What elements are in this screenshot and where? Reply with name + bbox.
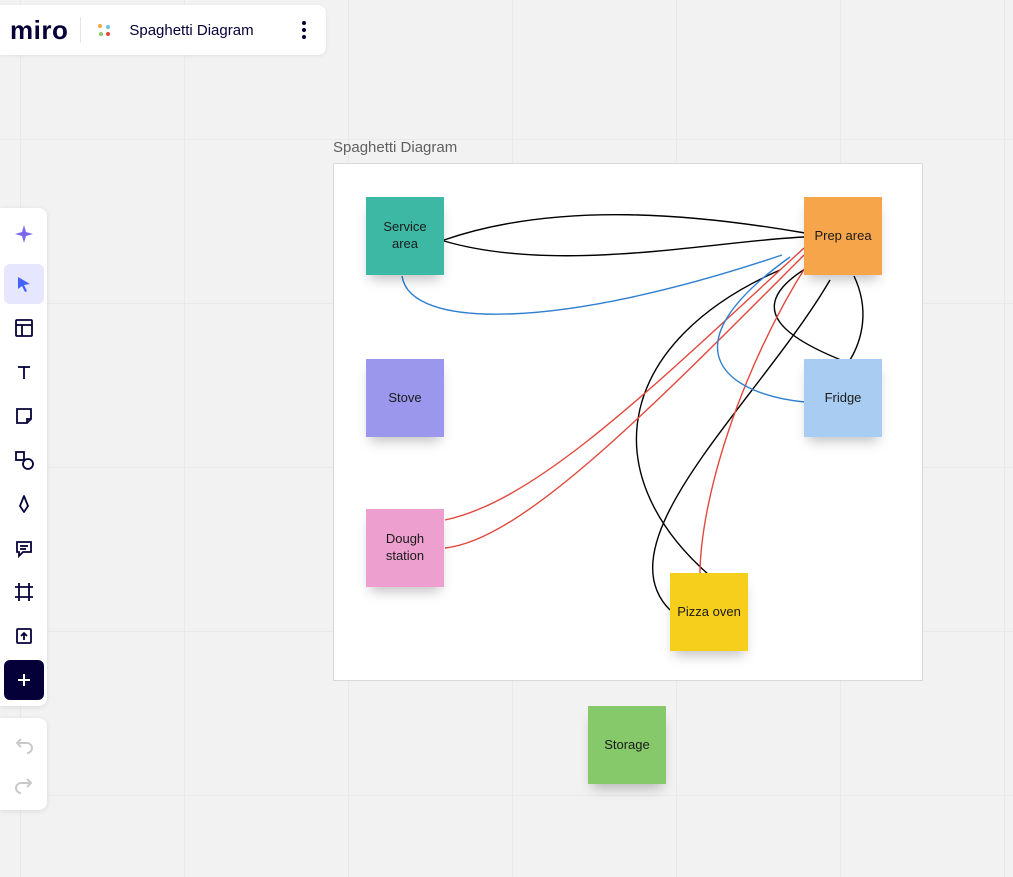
redo-button[interactable]: [4, 764, 44, 804]
tool-more[interactable]: [4, 660, 44, 700]
left-toolbar: [0, 208, 47, 706]
sticky-storage[interactable]: Storage: [588, 706, 666, 784]
sticky-fridge[interactable]: Fridge: [804, 359, 882, 437]
tool-ai[interactable]: [4, 214, 44, 254]
tool-shapes[interactable]: [4, 440, 44, 480]
board-menu-button[interactable]: [290, 16, 318, 44]
board-title[interactable]: Spaghetti Diagram: [129, 22, 290, 39]
tool-select[interactable]: [4, 264, 44, 304]
sticky-prep[interactable]: Prep area: [804, 197, 882, 275]
sticky-service[interactable]: Service area: [366, 197, 444, 275]
miro-logo[interactable]: miro: [10, 15, 68, 46]
tool-frame[interactable]: [4, 572, 44, 612]
tool-text[interactable]: [4, 352, 44, 392]
tool-comment[interactable]: [4, 528, 44, 568]
tool-pen[interactable]: [4, 484, 44, 524]
undo-button[interactable]: [4, 724, 44, 764]
tool-sticky[interactable]: [4, 396, 44, 436]
sticky-pizza[interactable]: Pizza oven: [670, 573, 748, 651]
tool-templates[interactable]: [4, 308, 44, 348]
tool-upload[interactable]: [4, 616, 44, 656]
sticky-dough[interactable]: Dough station: [366, 509, 444, 587]
undo-redo-panel: [0, 718, 47, 810]
frame-title[interactable]: Spaghetti Diagram: [333, 139, 457, 156]
sticky-stove[interactable]: Stove: [366, 359, 444, 437]
board-header: miro Spaghetti Diagram: [0, 5, 326, 55]
board-icon[interactable]: [93, 19, 115, 41]
header-divider: [80, 17, 81, 43]
